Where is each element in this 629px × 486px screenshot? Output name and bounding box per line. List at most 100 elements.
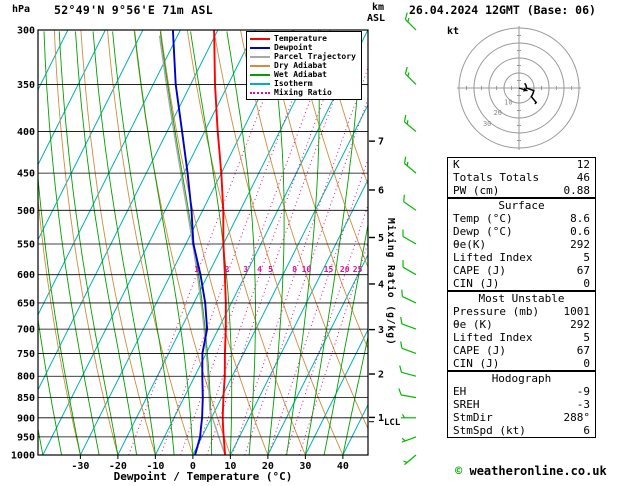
temp-tick-label: 40 (337, 461, 349, 472)
lcl-label: LCL (384, 418, 401, 428)
legend-item: Isotherm (250, 79, 358, 88)
temp-tick-label: 30 (299, 461, 311, 472)
wet-adiabat-line (190, 31, 233, 455)
legend-item: Wet Adiabat (250, 70, 358, 79)
stat-row: Dewp (°C) 0.6 (448, 225, 595, 238)
wet-adiabat-line (58, 31, 119, 455)
wind-barb (402, 260, 417, 276)
isotherm-line (38, 30, 106, 166)
stat-label: SREH (453, 398, 480, 411)
wet-adiabat-line (323, 222, 368, 455)
dry-adiabat-line (38, 195, 81, 455)
stat-label: CAPE (J) (453, 264, 506, 277)
stat-value: 6 (583, 424, 590, 437)
km-tick-label: 3 (378, 325, 384, 336)
pressure-tick-label: 350 (17, 80, 35, 91)
stat-row: StmDir 288° (448, 411, 595, 424)
pressure-tick-label: 750 (17, 349, 35, 360)
mixing-ratio-label: 15 (324, 265, 334, 274)
dry-adiabat-line (319, 30, 368, 186)
x-axis-title: Dewpoint / Temperature (°C) (113, 470, 293, 483)
legend-item: Temperature (250, 34, 358, 43)
station-title: 52°49'N 9°56'E 71m ASL (54, 3, 213, 17)
pressure-tick-label: 500 (17, 206, 35, 217)
pressure-tick-label: 550 (17, 239, 35, 250)
stat-table: K 12 Totals Totals 46 PW (cm) 0.88 (447, 157, 596, 198)
km-tick-label: 6 (378, 185, 384, 196)
storm-motion-arrowhead (523, 87, 528, 92)
stat-row: EH -9 (448, 385, 595, 398)
mixing-ratio-line (194, 30, 350, 455)
stat-table-title: Hodograph (491, 372, 552, 385)
stat-label: EH (453, 385, 467, 398)
stat-row: PW (cm) 0.88 (448, 184, 595, 197)
wet-adiabat-line (75, 31, 138, 455)
stat-value: 292 (570, 238, 590, 251)
stat-table: Surface Temp (°C) 8.6 Dewp (°C) 0.6 θe(K) 292 L… (447, 198, 596, 291)
pressure-tick-label: 700 (17, 325, 35, 336)
pressure-tick-label: 1000 (11, 451, 35, 462)
stat-row: CAPE (J) 67 (448, 344, 595, 357)
legend-swatch (250, 91, 270, 94)
wind-barb (401, 436, 417, 443)
hodograph-ring-label: 30 (483, 120, 491, 128)
legend-label: Wet Adiabat (274, 70, 327, 79)
stat-label: θe(K) (453, 238, 487, 251)
stat-label: Temp (°C) (453, 212, 513, 225)
wind-barb (404, 66, 417, 85)
dewpoint-curve (171, 30, 209, 455)
stat-value: 0 (583, 357, 590, 370)
km-tick-label: 5 (378, 233, 384, 244)
stat-row: Totals Totals 46 (448, 171, 595, 184)
mixing-ratio-line (180, 30, 337, 455)
skewt-chart: 1 2 3 4 5 8 10 15 20 2530035040045050055060065070… (11, 12, 417, 472)
chart-border (37, 29, 369, 456)
stat-label: Lifted Index (453, 251, 533, 264)
stat-value: 5 (583, 331, 590, 344)
temp-tick-label: 0 (190, 461, 196, 472)
wind-barb (404, 12, 417, 31)
stat-label: Totals Totals (453, 171, 540, 184)
wind-barb (403, 194, 417, 211)
stat-row: StmSpd (kt) 6 (448, 424, 595, 437)
stat-row: θe (K) 292 (448, 318, 595, 331)
stat-label: Lifted Index (453, 331, 533, 344)
stat-label: StmSpd (kt) (453, 424, 526, 437)
wet-adiabat-line (304, 31, 362, 455)
wind-barb (399, 365, 417, 377)
pressure-tick-label: 400 (17, 127, 35, 138)
wet-adiabat-line (38, 316, 63, 455)
dry-adiabat-line (80, 30, 156, 455)
stat-table: Hodograph EH -9 SREH -3 StmDir 288° StmSpd (kt)… (447, 371, 596, 438)
stat-table-title: Most Unstable (478, 292, 565, 305)
stat-label: K (453, 158, 460, 171)
stat-value: 67 (576, 344, 590, 357)
legend-swatch (250, 73, 270, 76)
stat-value: 8.6 (570, 212, 590, 225)
wind-barb (400, 341, 417, 355)
stat-value: -3 (576, 398, 590, 411)
legend-label: Dry Adiabat (274, 61, 327, 70)
stat-value: 292 (570, 318, 590, 331)
pressure-tick-label: 900 (17, 413, 35, 424)
stat-value: 5 (583, 251, 590, 264)
isotherm-line (229, 178, 368, 455)
legend-item: Parcel Trajectory (250, 52, 358, 61)
pressure-tick-label: 950 (17, 432, 35, 443)
stat-row: K 12 (448, 158, 595, 171)
stat-label: CAPE (J) (453, 344, 506, 357)
wet-adiabat-line (342, 334, 368, 455)
dry-adiabat-line (293, 30, 368, 269)
isotherm-line (267, 253, 368, 455)
legend-label: Parcel Trajectory (274, 52, 356, 61)
stat-row: SREH -3 (448, 398, 595, 411)
stat-row: CAPE (J) 67 (448, 264, 595, 277)
stat-value: 0.88 (563, 184, 591, 197)
stat-label: CIN (J) (453, 357, 500, 370)
hodograph-unit-label: kt (447, 26, 460, 37)
altitude-axis-ref-label: ASL (367, 13, 386, 24)
stat-row: Temp (°C) 8.6 (448, 212, 595, 225)
stat-row: CIN (J) 0 (448, 277, 595, 290)
legend-item: Dewpoint (250, 43, 358, 52)
